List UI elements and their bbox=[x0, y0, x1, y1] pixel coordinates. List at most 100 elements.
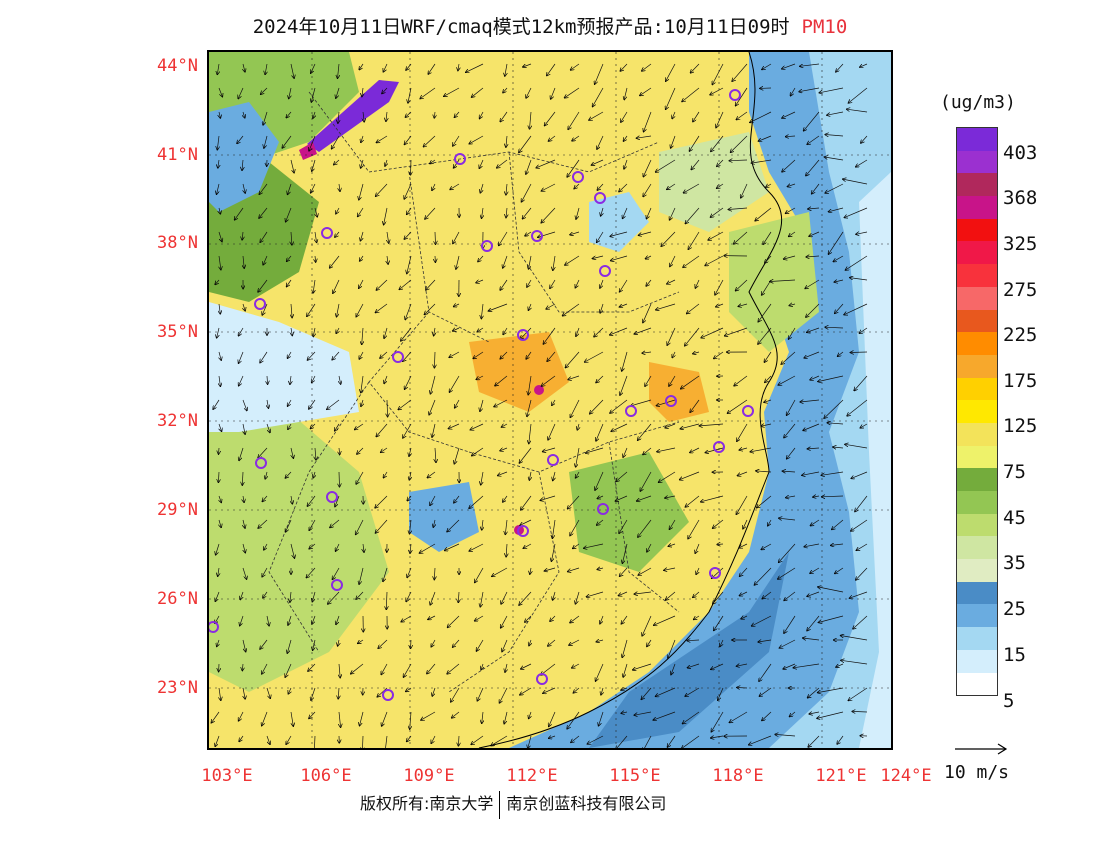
wind-arrow bbox=[623, 135, 628, 141]
wind-arrow bbox=[338, 111, 339, 123]
wind-arrow bbox=[407, 495, 412, 501]
wind-arrow bbox=[447, 663, 460, 674]
wind-arrow bbox=[596, 423, 604, 441]
city-marker[interactable] bbox=[382, 689, 394, 701]
wind-arrow bbox=[640, 87, 652, 96]
wind-arrow bbox=[693, 111, 700, 122]
city-marker[interactable] bbox=[517, 525, 529, 537]
wind-arrow bbox=[503, 87, 508, 93]
wind-arrow bbox=[383, 471, 388, 478]
wind-arrow bbox=[810, 375, 820, 380]
wind-arrow bbox=[243, 495, 244, 502]
wind-arrow bbox=[808, 735, 820, 747]
wind-arrow bbox=[336, 207, 339, 214]
wind-arrow bbox=[665, 496, 676, 498]
wind-arrow bbox=[647, 639, 652, 647]
wind-arrow bbox=[525, 231, 532, 236]
city-marker[interactable] bbox=[209, 621, 219, 633]
wind-arrow bbox=[217, 327, 219, 338]
city-marker[interactable] bbox=[536, 673, 548, 685]
wind-arrow bbox=[852, 711, 868, 712]
city-marker[interactable] bbox=[321, 227, 333, 239]
city-marker[interactable] bbox=[531, 230, 543, 242]
wind-arrow bbox=[547, 351, 556, 361]
wind-arrow bbox=[711, 663, 724, 669]
wind-arrow bbox=[339, 711, 341, 727]
wind-arrow bbox=[575, 591, 580, 604]
wind-arrow bbox=[827, 111, 844, 115]
wind-arrow bbox=[654, 615, 676, 625]
city-marker[interactable] bbox=[255, 457, 267, 469]
city-marker[interactable] bbox=[481, 240, 493, 252]
wind-arrow bbox=[479, 159, 484, 168]
city-marker[interactable] bbox=[599, 265, 611, 277]
wind-arrow bbox=[620, 375, 628, 395]
wind-arrow bbox=[818, 687, 844, 693]
wind-arrow bbox=[717, 159, 724, 166]
wind-arrow bbox=[836, 663, 844, 667]
city-marker[interactable] bbox=[572, 171, 584, 183]
city-marker[interactable] bbox=[713, 441, 725, 453]
city-marker[interactable] bbox=[254, 298, 266, 310]
wind-arrow bbox=[387, 399, 388, 417]
city-marker[interactable] bbox=[547, 454, 559, 466]
wind-arrow bbox=[239, 351, 244, 363]
wind-arrow bbox=[850, 352, 868, 353]
city-marker[interactable] bbox=[709, 567, 721, 579]
city-marker[interactable] bbox=[665, 395, 677, 407]
wind-arrow bbox=[643, 303, 652, 323]
wind-arrow bbox=[669, 519, 676, 529]
wind-arrow bbox=[434, 351, 435, 368]
wind-arrow bbox=[259, 183, 268, 194]
city-marker[interactable] bbox=[454, 153, 466, 165]
city-marker[interactable] bbox=[331, 579, 343, 591]
wind-arrow bbox=[636, 136, 652, 138]
wind-arrow bbox=[597, 183, 604, 190]
wind-arrow bbox=[363, 543, 364, 552]
wind-arrow bbox=[362, 735, 363, 748]
wind-arrow bbox=[615, 495, 628, 501]
legend-label-403: 403 bbox=[1003, 142, 1038, 164]
wind-arrow bbox=[657, 447, 676, 452]
city-marker[interactable] bbox=[597, 503, 609, 515]
legend-swatch bbox=[957, 627, 997, 650]
wind-arrow bbox=[215, 279, 220, 285]
wind-arrow bbox=[315, 231, 317, 243]
wind-arrow bbox=[668, 639, 676, 658]
wind-arrow bbox=[667, 735, 676, 747]
wind-arrow bbox=[213, 399, 220, 409]
wind-arrow bbox=[551, 87, 556, 99]
city-marker[interactable] bbox=[742, 405, 754, 417]
city-marker[interactable] bbox=[392, 351, 404, 363]
city-marker[interactable] bbox=[326, 491, 338, 503]
wind-arrow bbox=[267, 399, 269, 408]
wind-arrow bbox=[310, 423, 316, 429]
city-marker[interactable] bbox=[517, 329, 529, 341]
wind-arrow bbox=[458, 63, 459, 71]
wind-arrow bbox=[642, 63, 652, 71]
wind-arrow bbox=[339, 183, 340, 191]
wind-arrow bbox=[445, 543, 460, 551]
wind-arrow bbox=[693, 352, 700, 354]
wind-arrow bbox=[363, 111, 364, 122]
wind-reference-arrow bbox=[955, 743, 1008, 755]
wind-arrow bbox=[497, 159, 508, 168]
wind-arrow bbox=[770, 280, 796, 282]
wind-arrow bbox=[701, 327, 724, 338]
wind-arrow bbox=[504, 711, 508, 724]
wind-arrow bbox=[313, 111, 315, 118]
wind-arrow bbox=[529, 471, 531, 480]
wind-arrow bbox=[711, 711, 724, 732]
wind-arrow bbox=[286, 111, 292, 118]
city-marker[interactable] bbox=[625, 405, 637, 417]
wind-arrow bbox=[600, 615, 604, 624]
wind-arrow bbox=[472, 447, 484, 456]
forecast-map[interactable] bbox=[207, 50, 893, 750]
wind-arrow bbox=[541, 183, 556, 191]
wind-arrow bbox=[779, 639, 796, 648]
city-marker[interactable] bbox=[594, 192, 606, 204]
wind-arrow bbox=[499, 231, 508, 246]
city-marker[interactable] bbox=[729, 89, 741, 101]
wind-arrow bbox=[360, 231, 363, 241]
wind-arrow bbox=[519, 447, 532, 463]
